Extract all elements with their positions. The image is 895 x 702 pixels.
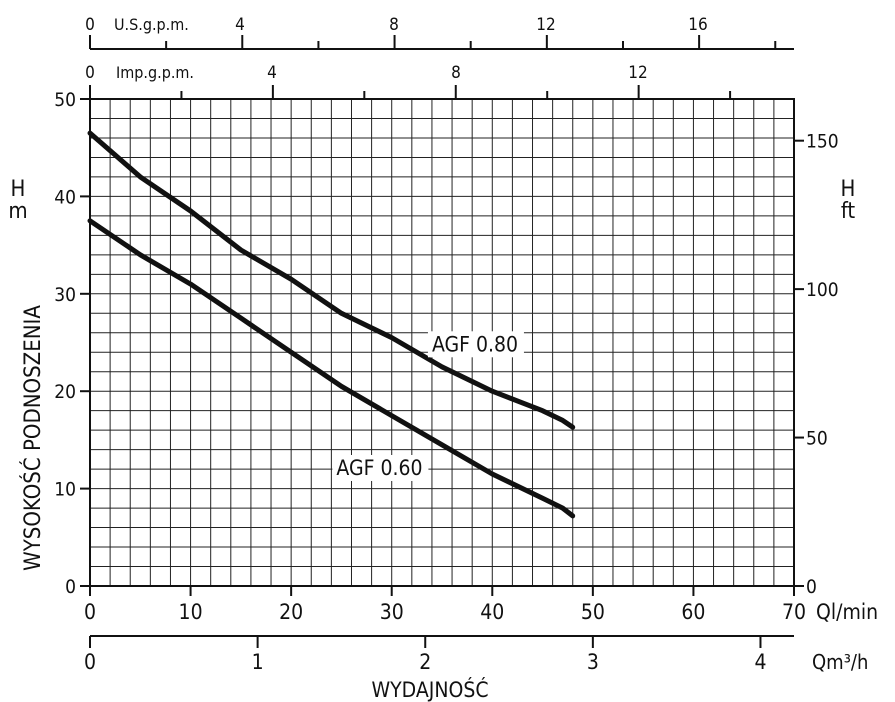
right-axis-tick-label: 100	[806, 279, 839, 301]
bottom-m3h-tick-label: 1	[252, 650, 264, 674]
bottom-axis-tick-label: 60	[681, 600, 705, 624]
top-axis-imp-tick-4: 4	[267, 63, 277, 83]
top-axis-us-tick-16: 16	[688, 15, 707, 35]
left-axis-tick-label: 0	[65, 576, 76, 598]
bottom-m3h-tick-label: 4	[754, 650, 766, 674]
right-axis-tick-label: 50	[806, 428, 828, 450]
right-axis: H ft	[841, 177, 856, 224]
left-axis-symbol: H	[11, 177, 26, 202]
left-axis-tick-label: 20	[54, 381, 76, 403]
bottom-axis-primary-unit: Ql/min	[816, 600, 878, 624]
right-axis-tick-label: 0	[806, 576, 817, 598]
top-axis-imp-tick-12: 12	[628, 63, 647, 83]
x-axis-title: WYDAJNOŚĆ	[371, 677, 488, 702]
left-axis-unit: m	[8, 199, 27, 224]
bottom-m3h-tick-label: 3	[587, 650, 599, 674]
top-axis-imp-tick-8: 8	[451, 63, 461, 83]
top-axis-us: 0 U.S.g.p.m. 4 8 12 16	[85, 15, 794, 50]
left-axis-tick-label: 30	[54, 284, 76, 306]
bottom-axis-tick-label: 30	[380, 600, 404, 624]
left-axis-tick-label: 50	[54, 89, 76, 111]
left-axis-title: WYSOKOŚĆ PODNOSZENIA	[20, 305, 46, 571]
bottom-axis-tick-label: 10	[179, 600, 203, 624]
bottom-axis-m3h-unit: Qm³/h	[812, 650, 868, 674]
top-axis-us-tick-0: 0	[85, 15, 95, 35]
left-axis-tick-label: 10	[54, 479, 76, 501]
right-axis-unit: ft	[841, 199, 856, 224]
top-axis-us-unit: U.S.g.p.m.	[114, 15, 189, 34]
top-axis-us-tick-12: 12	[536, 15, 555, 35]
bottom-axis-tick-label: 40	[480, 600, 504, 624]
bottom-axis-tick-label: 0	[84, 600, 96, 624]
bottom-axis-m3h: Qm³/h	[90, 635, 868, 674]
top-axis-imp: 0 Imp.g.p.m. 4 8 12	[85, 63, 794, 100]
bottom-axis-tick-label: 20	[279, 600, 303, 624]
series-label-background-1	[332, 454, 429, 481]
top-axis-imp-tick-0: 0	[85, 63, 95, 83]
left-axis-tick-label: 40	[54, 186, 76, 208]
top-axis-us-tick-4: 4	[235, 15, 245, 35]
series-label-0: AGF 0.80	[432, 332, 518, 356]
right-axis-tick-label: 150	[806, 131, 839, 153]
right-axis-symbol: H	[841, 177, 856, 202]
performance-curves: AGF 0.80 AGF 0.60	[87, 130, 576, 519]
left-axis: H m WYSOKOŚĆ PODNOSZENIA	[8, 177, 46, 571]
bottom-axis-tick-label: 50	[581, 600, 605, 624]
bottom-m3h-tick-label: 0	[84, 650, 96, 674]
series-label-background-0	[427, 331, 524, 358]
top-axis-us-tick-8: 8	[389, 15, 399, 35]
series-line-0	[87, 130, 576, 430]
bottom-axis-tick-label: 70	[782, 600, 806, 624]
series-label-1: AGF 0.60	[336, 456, 422, 480]
series-line-1	[87, 218, 576, 519]
bottom-m3h-tick-label: 2	[419, 650, 431, 674]
top-axis-imp-unit: Imp.g.p.m.	[116, 63, 194, 82]
